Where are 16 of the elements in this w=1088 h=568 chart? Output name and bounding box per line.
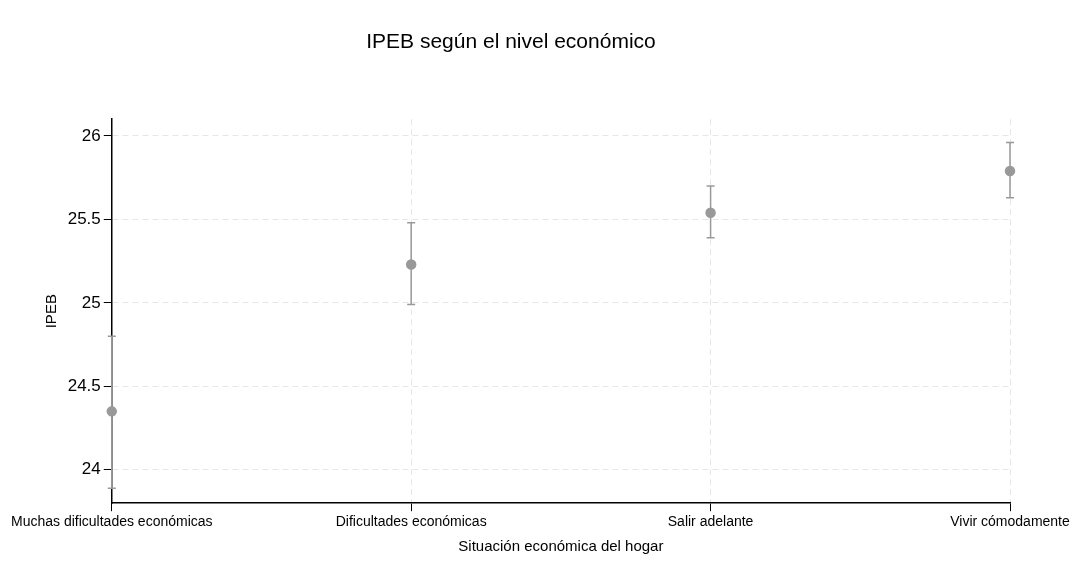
y-tick-label: 24.5 — [67, 376, 101, 396]
point — [106, 406, 118, 417]
x-tick-label: Muchas dificultades económicas — [11, 513, 213, 530]
y-tick-label: 24 — [81, 459, 101, 479]
point — [1004, 165, 1016, 177]
chart-title: IPEB según el nivel económico — [366, 29, 656, 53]
y-tick-label: 26 — [81, 125, 101, 145]
point — [405, 259, 417, 270]
y-axis-title: IPEB — [41, 294, 59, 329]
point — [705, 207, 716, 218]
y-tick-label: 25 — [81, 292, 101, 312]
x-tick-label: Vivir cómodamente — [950, 513, 1070, 530]
x-tick-label: Salir adelante — [667, 513, 754, 530]
x-tick-label: Dificultades económicas — [335, 513, 487, 530]
x-axis-title: Situación económica del hogar — [458, 537, 664, 555]
y-tick-label: 25.5 — [67, 209, 101, 229]
